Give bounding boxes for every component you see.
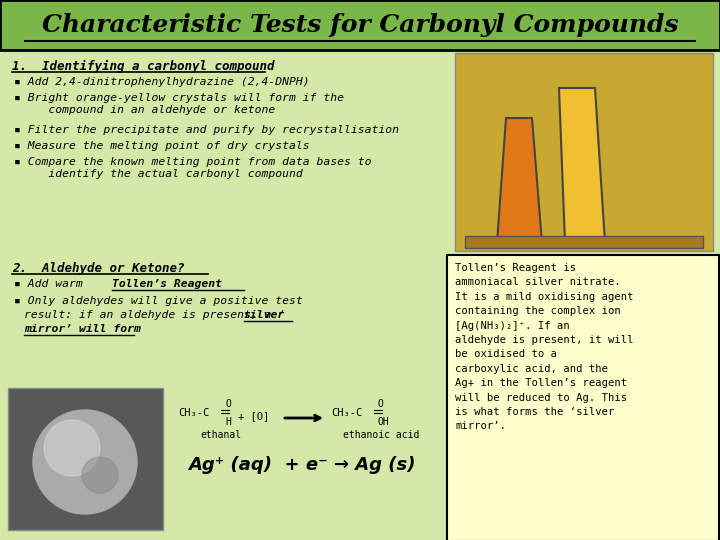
Text: CH₃-C: CH₃-C <box>331 408 362 418</box>
Text: Characteristic Tests for Carbonyl Compounds: Characteristic Tests for Carbonyl Compou… <box>42 13 678 37</box>
Text: + [O]: + [O] <box>238 411 269 421</box>
Text: ethanal: ethanal <box>200 430 241 440</box>
Text: ▪ Filter the precipitate and purify by recrystallisation: ▪ Filter the precipitate and purify by r… <box>14 125 399 135</box>
Text: OH: OH <box>378 417 390 427</box>
Text: Tollen’s Reagent is
ammoniacal silver nitrate.
It is a mild oxidising agent
cont: Tollen’s Reagent is ammoniacal silver ni… <box>455 263 634 431</box>
Text: O: O <box>225 399 231 409</box>
FancyBboxPatch shape <box>0 0 720 50</box>
FancyBboxPatch shape <box>455 53 713 251</box>
Text: result: if an aldehyde is present, a ‘: result: if an aldehyde is present, a ‘ <box>24 310 285 320</box>
Circle shape <box>33 410 137 514</box>
Text: ethanoic acid: ethanoic acid <box>343 430 419 440</box>
Polygon shape <box>497 118 542 243</box>
FancyBboxPatch shape <box>447 255 719 540</box>
Polygon shape <box>559 88 605 243</box>
Text: ▪ Compare the known melting point from data bases to
     identify the actual ca: ▪ Compare the known melting point from d… <box>14 157 372 179</box>
Text: H: H <box>225 417 231 427</box>
Text: ▪ Add warm: ▪ Add warm <box>14 279 89 289</box>
Text: 1.  Identifying a carbonyl compound: 1. Identifying a carbonyl compound <box>12 60 274 73</box>
Text: mirror’ will form: mirror’ will form <box>24 324 141 334</box>
Text: silver: silver <box>244 310 285 320</box>
Text: ▪ Add 2,4-dinitrophenylhydrazine (2,4-DNPH): ▪ Add 2,4-dinitrophenylhydrazine (2,4-DN… <box>14 77 310 87</box>
Text: ▪ Only aldehydes will give a positive test: ▪ Only aldehydes will give a positive te… <box>14 296 302 306</box>
Circle shape <box>44 420 100 476</box>
Text: ▪ Bright orange-yellow crystals will form if the
     compound in an aldehyde or: ▪ Bright orange-yellow crystals will for… <box>14 93 344 114</box>
Circle shape <box>82 457 118 493</box>
Text: Ag⁺ (aq)  + e⁻ → Ag (s): Ag⁺ (aq) + e⁻ → Ag (s) <box>188 456 415 474</box>
Text: ▪ Measure the melting point of dry crystals: ▪ Measure the melting point of dry cryst… <box>14 141 310 151</box>
Text: 2.  Aldehyde or Ketone?: 2. Aldehyde or Ketone? <box>12 262 184 275</box>
Text: Tollen’s Reagent: Tollen’s Reagent <box>112 279 222 289</box>
Text: O: O <box>378 399 384 409</box>
FancyBboxPatch shape <box>465 236 703 248</box>
FancyBboxPatch shape <box>8 388 163 530</box>
Text: CH₃-C: CH₃-C <box>178 408 210 418</box>
